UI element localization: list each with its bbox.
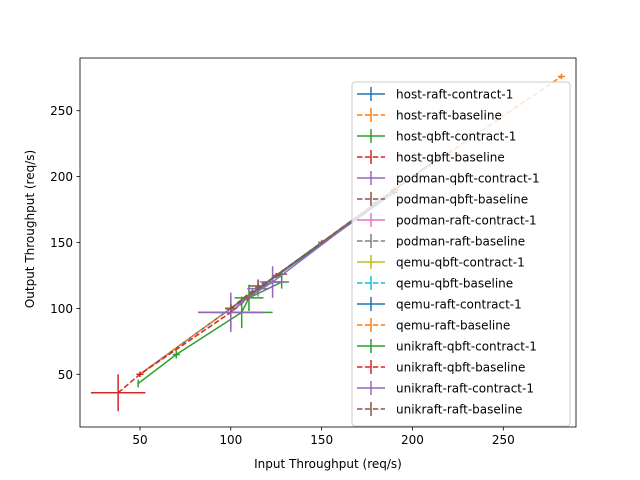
- legend-entry: podman-qbft-baseline: [357, 192, 528, 207]
- legend-entry: unikraft-raft-contract-1: [357, 381, 534, 396]
- legend-entry: host-qbft-baseline: [357, 150, 505, 165]
- x-axis-label: Input Throughput (req/s): [254, 457, 402, 471]
- legend-label: host-raft-contract-1: [396, 88, 513, 102]
- y-tick-label: 50: [58, 368, 73, 382]
- x-tick-label: 200: [401, 433, 424, 447]
- legend-label: unikraft-raft-baseline: [396, 403, 522, 417]
- error-bar: [136, 371, 144, 377]
- legend-entry: qemu-raft-contract-1: [357, 297, 522, 312]
- y-tick-label: 100: [50, 302, 73, 316]
- error-bar: [90, 374, 146, 412]
- y-tick-label: 150: [50, 236, 73, 250]
- legend-label: qemu-qbft-baseline: [396, 277, 513, 291]
- legend-label: host-qbft-contract-1: [396, 130, 516, 144]
- y-tick-label: 250: [50, 104, 73, 118]
- legend: host-raft-contract-1 host-raft-baseline ho…: [351, 81, 571, 427]
- legend-label: podman-qbft-contract-1: [396, 172, 540, 186]
- legend-label: podman-raft-baseline: [396, 235, 525, 249]
- x-tick-label: 100: [219, 433, 242, 447]
- legend-entry: host-raft-contract-1: [357, 87, 513, 102]
- legend-entry: unikraft-qbft-contract-1: [357, 339, 537, 354]
- error-bar: [225, 304, 237, 313]
- x-tick-label: 250: [492, 433, 515, 447]
- legend-label: host-qbft-baseline: [396, 151, 505, 165]
- error-bar: [172, 350, 180, 359]
- legend-entry: unikraft-qbft-baseline: [357, 360, 525, 375]
- legend-entry: host-qbft-contract-1: [357, 129, 516, 144]
- axes: 50 100 150 200 250 50 100 150 200 250: [50, 57, 577, 447]
- legend-entry: podman-qbft-contract-1: [357, 171, 540, 186]
- legend-label: qemu-raft-baseline: [396, 319, 510, 333]
- legend-label: qemu-qbft-contract-1: [396, 256, 525, 270]
- series-host-qbft-contract-1: [137, 275, 289, 388]
- error-bar: [557, 73, 566, 80]
- legend-entry: qemu-qbft-contract-1: [357, 255, 525, 270]
- legend-label: host-raft-baseline: [396, 109, 502, 123]
- y-axis-label: Output Throughput (req/s): [23, 150, 37, 308]
- legend-entry: qemu-raft-baseline: [357, 318, 510, 333]
- legend-entry: podman-raft-contract-1: [357, 213, 537, 228]
- x-tick-label: 50: [132, 433, 147, 447]
- legend-label: podman-qbft-baseline: [396, 193, 528, 207]
- legend-label: unikraft-raft-contract-1: [396, 382, 534, 396]
- legend-label: unikraft-qbft-contract-1: [396, 340, 537, 354]
- legend-label: unikraft-qbft-baseline: [396, 361, 525, 375]
- x-tick-label: 150: [310, 433, 333, 447]
- y-tick-label: 200: [50, 170, 73, 184]
- legend-entry: unikraft-raft-baseline: [357, 402, 522, 417]
- legend-box: [351, 81, 571, 427]
- legend-label: podman-raft-contract-1: [396, 214, 537, 228]
- legend-entry: podman-raft-baseline: [357, 234, 525, 249]
- legend-label: qemu-raft-contract-1: [396, 298, 522, 312]
- legend-entry: qemu-qbft-baseline: [357, 276, 513, 291]
- legend-entry: host-raft-baseline: [357, 108, 502, 123]
